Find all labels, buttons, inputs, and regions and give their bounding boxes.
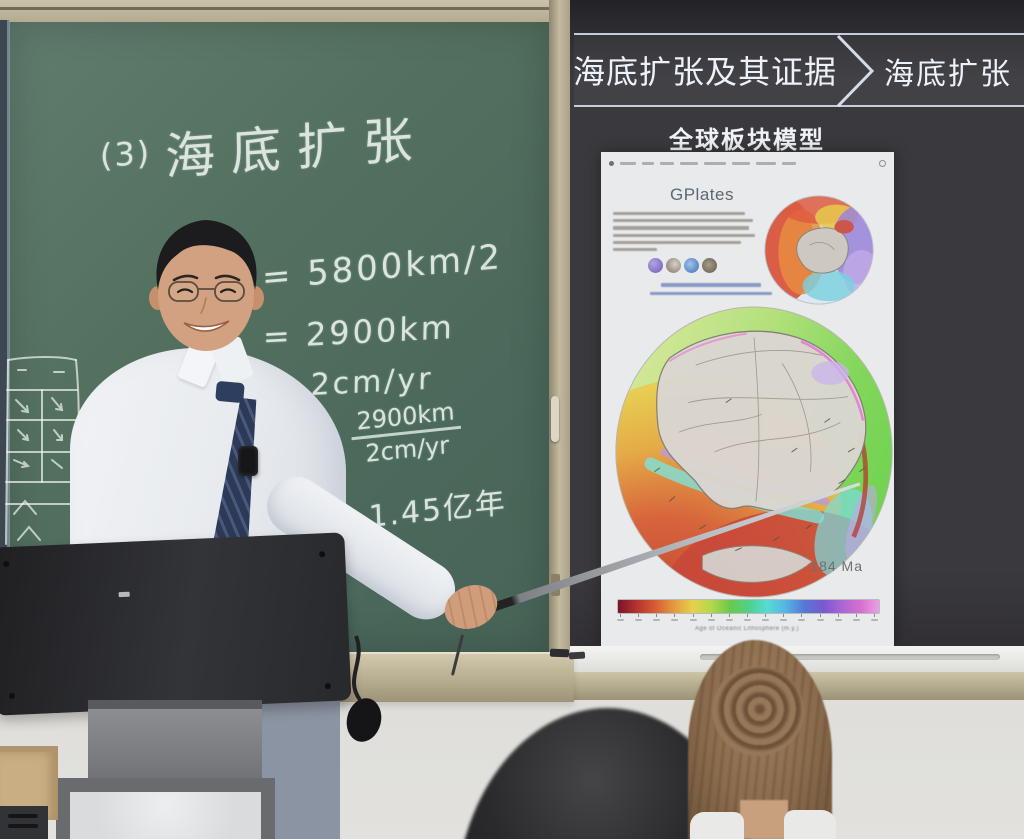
chalkboard-left-frame (0, 20, 9, 654)
podium-monitor-back (0, 532, 352, 716)
board-top-rail-groove (0, 7, 574, 10)
acrylic-box-paper (70, 792, 261, 839)
webpage-links (631, 283, 791, 300)
banner-bottom-line (574, 105, 1024, 107)
monitor-logo (118, 591, 130, 598)
teacher-head (149, 220, 264, 351)
reconstruction-age-label: 184 Ma (810, 558, 863, 574)
board-divider-rail (549, 0, 572, 652)
globe-icon-4 (702, 258, 717, 273)
chalk-title-index: (3) (99, 133, 152, 176)
banner-top-line (574, 33, 1024, 35)
webpage-settings-icon (879, 159, 886, 167)
banner-primary-title: 海底扩张及其证据 (573, 54, 838, 90)
whiteboard-tray-groove (700, 654, 1000, 660)
webpage-navbar (609, 159, 886, 167)
lesson-banner (574, 35, 1024, 106)
globe-icon-3 (684, 258, 699, 273)
board-rail-handle (551, 396, 559, 442)
webpage-paragraph (613, 212, 763, 255)
banner-secondary-title: 海底扩张 (884, 58, 1012, 91)
globe-icon-1 (648, 258, 663, 273)
gplates-heading: GPlates (670, 185, 734, 204)
age-colorbar-ticks (617, 614, 878, 621)
australia-reconstruction-globe (764, 195, 874, 305)
webpage-globe-icons (648, 258, 717, 273)
chalkboard-left-frame-highlight (7, 20, 10, 654)
board-top-rail (0, 0, 574, 22)
marker-pen-2 (568, 651, 586, 660)
banner-chevron-icon (836, 35, 875, 107)
marker-pen (549, 648, 570, 658)
chalk-fraction-rhs: 2900km 2cm/yr (350, 397, 463, 469)
student-neck (740, 800, 788, 839)
podium-pedestal (88, 700, 262, 789)
webpage-logo-icon (609, 160, 614, 166)
age-colorbar-caption: Age of Oceanic Lithosphere (m.y.) (695, 626, 799, 632)
age-colorbar (617, 599, 880, 614)
slide-title: 全球板块模型 (669, 127, 825, 154)
globe-icon-2 (666, 258, 681, 273)
student-shirt-right (784, 810, 836, 839)
student-shirt-left (690, 812, 744, 839)
student-hair-bun (712, 666, 804, 756)
lapel-microphone (238, 446, 258, 476)
projected-slide: GPlates (601, 152, 894, 650)
podium-microphone (346, 635, 382, 742)
dark-device (0, 806, 48, 839)
